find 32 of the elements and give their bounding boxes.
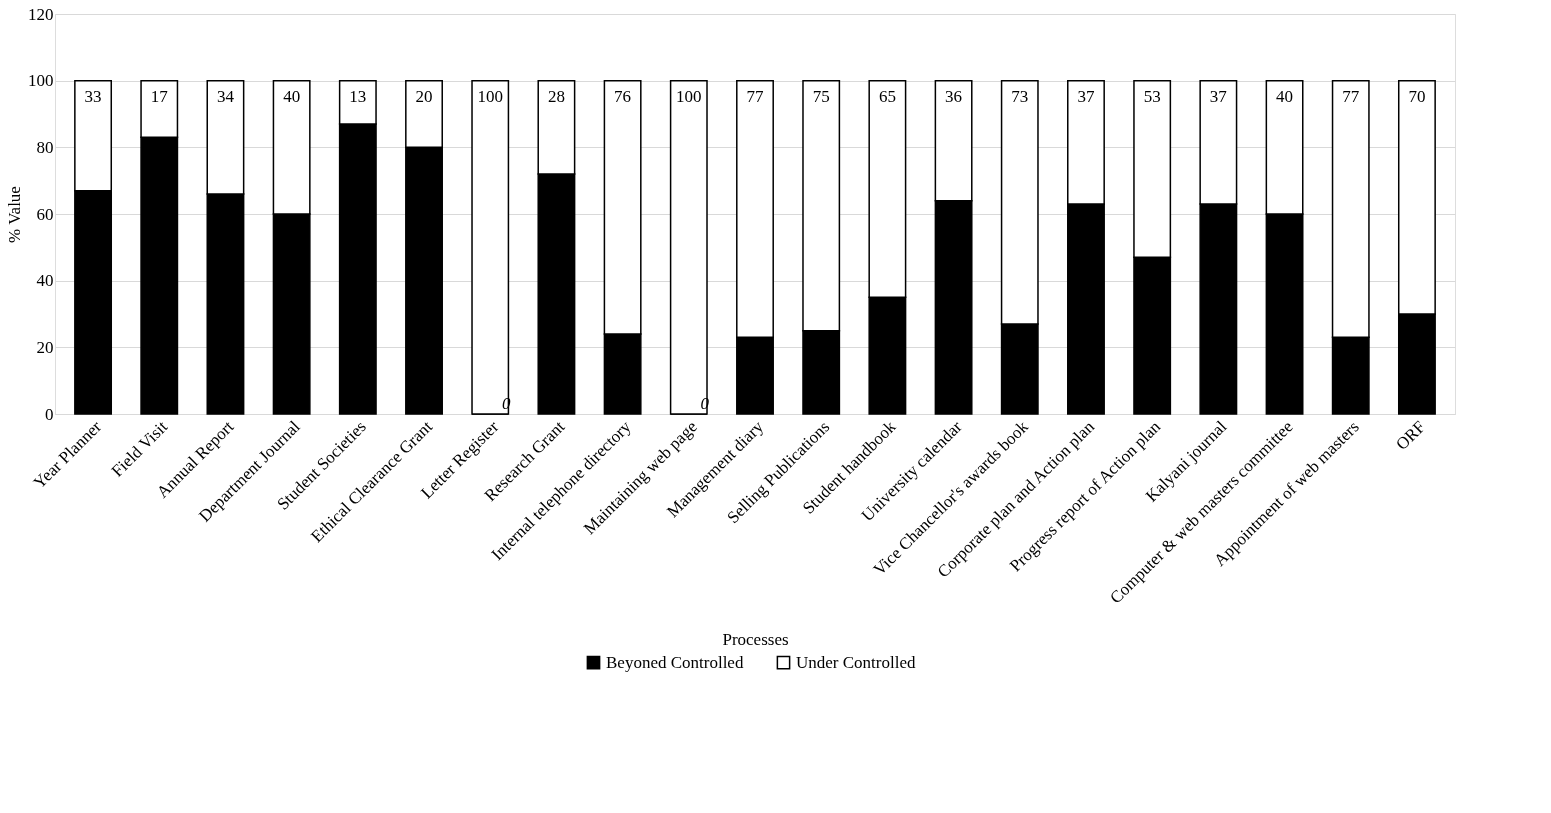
data-label: 73 (1011, 86, 1029, 106)
data-label: 75 (812, 86, 830, 106)
data-label: 34 (216, 86, 235, 106)
data-label: 100 (477, 86, 503, 106)
data-label: 77 (746, 86, 764, 106)
y-tick-label: 0 (45, 404, 54, 424)
data-label: 37 (1209, 86, 1228, 106)
y-tick-label: 40 (36, 271, 54, 291)
y-tick-label: 120 (28, 4, 54, 24)
data-label: 70 (1408, 86, 1426, 106)
x-axis-title: Processes (722, 629, 789, 649)
data-label: 40 (1276, 86, 1294, 106)
data-label: 53 (1143, 86, 1161, 106)
data-label: 13 (349, 86, 367, 106)
data-label: 37 (1077, 86, 1095, 106)
data-label: 20 (415, 86, 433, 106)
data-label: 77 (1342, 86, 1360, 106)
y-tick-label: 20 (36, 337, 54, 357)
data-label: 17 (150, 86, 169, 106)
y-tick-label: 80 (36, 137, 54, 157)
data-label: 100 (676, 86, 702, 106)
data-label: 65 (878, 86, 896, 106)
legend-label: Beyoned Controlled (606, 652, 744, 672)
y-tick-label: 60 (36, 204, 54, 224)
data-label: 40 (283, 86, 301, 106)
y-tick-label: 100 (28, 71, 54, 91)
data-label: 28 (547, 86, 565, 106)
y-axis-title: % Value (5, 186, 24, 243)
legend-label: Under Controlled (796, 652, 916, 672)
data-label: 76 (614, 86, 632, 106)
data-label: 36 (945, 86, 963, 106)
data-label: 33 (84, 86, 102, 106)
